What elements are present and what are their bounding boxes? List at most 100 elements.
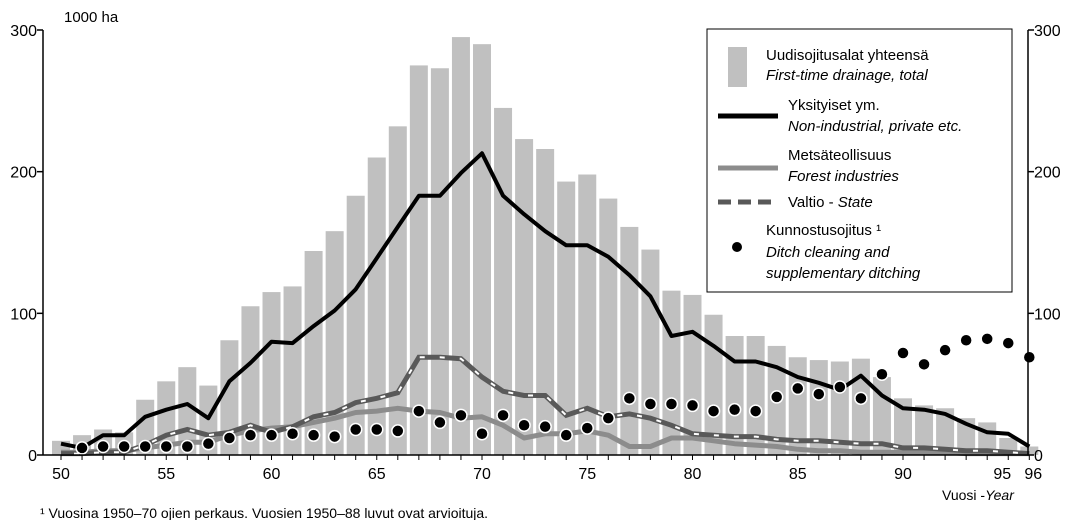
legend-swatch-ditch	[732, 242, 742, 252]
dot-1959	[243, 428, 258, 442]
bar-1988	[851, 358, 870, 455]
dot-1992	[938, 343, 952, 357]
dot-1961	[285, 427, 300, 441]
dot-1974	[559, 428, 573, 442]
bar-1990	[894, 398, 912, 455]
dot-1955	[159, 439, 173, 454]
bar-1974	[557, 181, 576, 456]
bar-1983	[746, 336, 765, 455]
dot-1980	[685, 398, 700, 413]
dot-1958	[222, 431, 237, 445]
x-axis-label-sep: -	[977, 487, 986, 503]
bar-1958	[220, 340, 239, 455]
x-tick-label: 70	[473, 466, 491, 483]
x-tick-label: 65	[368, 466, 386, 483]
x-tick-label: 55	[157, 466, 175, 483]
bar-1959	[241, 306, 260, 455]
bar-1992	[936, 408, 955, 455]
footnote: ¹ Vuosina 1950–70 ojien perkaus. Vuosien…	[40, 505, 488, 520]
bar-1970	[473, 44, 491, 456]
bar-1968	[430, 68, 449, 455]
bar-1973	[536, 149, 555, 455]
dot-1977	[622, 391, 637, 406]
y-unit-label: 1000 ha	[64, 9, 119, 26]
dot-1969	[454, 408, 468, 423]
dot-1993	[959, 333, 973, 347]
dot-1990	[896, 346, 910, 360]
x-axis-label: Vuosi -Year	[942, 487, 1015, 503]
x-tick-label: 90	[894, 466, 912, 483]
bar-1978	[641, 249, 660, 455]
legend-total-fi: Uudisojitusalat yhteensä	[766, 47, 929, 64]
dot-1984	[769, 390, 784, 404]
y-tick-label-right: 300	[1034, 23, 1061, 40]
dot-1968	[433, 415, 447, 430]
x-tick-label: 60	[263, 466, 281, 483]
dot-1994	[980, 332, 994, 346]
y-tick-label-left: 300	[10, 23, 37, 40]
dot-1989	[875, 367, 889, 381]
dot-1953	[117, 439, 131, 454]
legend-private-fi: Yksityiset ym.	[788, 97, 880, 114]
x-tick-label: 96	[1024, 466, 1042, 483]
dot-1987	[833, 380, 847, 394]
bar-1963	[325, 231, 344, 455]
legend-total-en: First-time drainage, total	[766, 67, 928, 84]
y-tick-label-left: 200	[10, 165, 37, 182]
legend-private-en: Non-industrial, private etc.	[788, 118, 962, 135]
line-non-industrial-private	[60, 151, 1031, 450]
y-tick-label-left: 100	[10, 306, 37, 323]
x-axis-label-fi: Vuosi	[942, 487, 977, 503]
bar-1972	[515, 139, 534, 456]
legend-state-fi: Valtio -	[788, 194, 838, 211]
dot-1991	[917, 357, 931, 372]
dot-1975	[580, 421, 594, 435]
ditch-cleaning-dots	[75, 332, 1037, 455]
bar-1971	[494, 107, 513, 456]
legend: Uudisojitusalat yhteensä First-time drai…	[706, 28, 1013, 293]
bar-1957	[199, 385, 218, 455]
legend-state: Valtio - State	[788, 194, 873, 211]
dot-1963	[327, 429, 342, 444]
dot-1962	[306, 428, 321, 442]
dot-1966	[391, 424, 405, 438]
dot-1976	[601, 411, 616, 425]
series-lines	[60, 151, 1031, 457]
legend-ditch-en1: Ditch cleaning and	[766, 244, 890, 261]
line-state	[61, 354, 1030, 457]
x-axis-label-en: Year	[985, 487, 1015, 503]
dot-1981	[706, 404, 721, 418]
x-tick-label: 95	[993, 466, 1011, 483]
bar-1977	[620, 226, 639, 455]
legend-industry-fi: Metsäteollisuus	[788, 147, 891, 164]
dot-1960	[264, 428, 279, 442]
dot-1965	[370, 422, 384, 437]
dot-1983	[748, 404, 763, 418]
bar-1991	[915, 405, 934, 455]
bar-1966	[388, 126, 407, 455]
y-tick-label-right: 0	[1034, 448, 1043, 465]
legend-box	[706, 28, 1013, 293]
dot-1973	[538, 419, 552, 434]
bar-1979	[662, 290, 681, 455]
dot-1972	[517, 418, 531, 432]
dot-1986	[812, 387, 826, 401]
dot-1952	[96, 439, 110, 454]
dot-1951	[75, 441, 89, 455]
legend-industry-en: Forest industries	[788, 168, 899, 185]
dot-1995	[1001, 336, 1015, 350]
bar-1961	[283, 286, 302, 455]
bar-1962	[304, 251, 323, 455]
dot-1954	[138, 439, 152, 454]
line-forest-industries	[61, 405, 1030, 457]
dot-1967	[412, 404, 426, 418]
legend-ditch-fi: Kunnostusojitus ¹	[766, 222, 881, 239]
legend-swatch-total	[728, 47, 747, 87]
bar-1996	[1020, 446, 1039, 455]
dot-1971	[496, 408, 510, 423]
x-tick-label: 85	[789, 466, 807, 483]
bar-1965	[367, 157, 386, 455]
x-tick-label: 50	[52, 466, 70, 483]
bar-1964	[346, 195, 365, 455]
